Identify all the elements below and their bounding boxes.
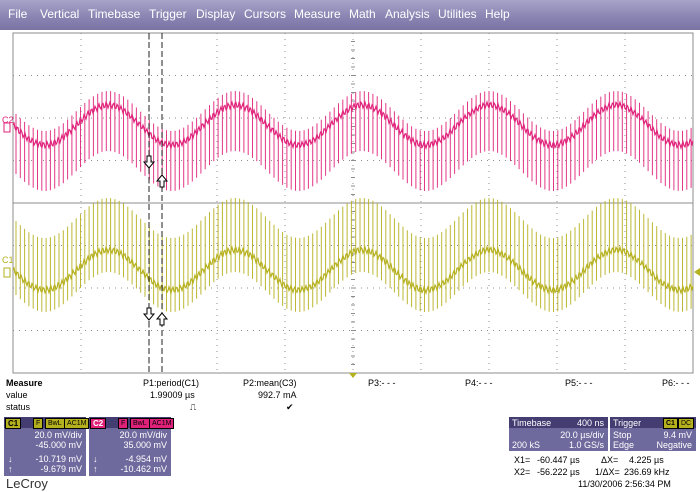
menu-help[interactable]: Help bbox=[485, 7, 510, 21]
c2-tag-f: F bbox=[118, 418, 129, 429]
waveform-display[interactable]: C2 C1 bbox=[0, 30, 700, 378]
c2-cursor-up-icon: ↑ bbox=[93, 464, 98, 474]
trigger-time-marker-icon bbox=[349, 373, 357, 378]
trigger-coupling-tag: DC bbox=[678, 418, 695, 429]
cursor-x1-c1-arrow-icon bbox=[142, 307, 156, 321]
timebase-delay: 400 ns bbox=[576, 418, 604, 428]
cursor-inverse-dx-label: 1/ΔX= bbox=[595, 467, 620, 477]
cursor-dx-label: ΔX= bbox=[601, 455, 619, 465]
menu-utilities[interactable]: Utilities bbox=[438, 7, 477, 21]
c2-trace bbox=[12, 99, 694, 151]
cursor-inverse-dx-value: 236.69 kHz bbox=[624, 467, 670, 477]
param-p2-value: 992.7 mA bbox=[258, 390, 297, 400]
menu-timebase[interactable]: Timebase bbox=[88, 7, 141, 21]
menu-trigger[interactable]: Trigger bbox=[149, 7, 187, 21]
param-p3-name[interactable]: P3:- - - bbox=[368, 378, 396, 388]
menu-cursors[interactable]: Cursors bbox=[244, 7, 287, 21]
c1-cursor-down-value: -10.719 mV bbox=[35, 454, 82, 464]
param-p1-value: 1.99009 µs bbox=[150, 390, 195, 400]
trigger-source-tag: C1 bbox=[663, 418, 678, 429]
measure-row-value: value bbox=[6, 390, 28, 400]
c1-ground-marker-icon bbox=[3, 267, 11, 278]
timebase-title: Timebase bbox=[512, 418, 552, 428]
c2-cursor-down-icon: ↓ bbox=[93, 454, 98, 464]
c1-cursor-up-value: -9.679 mV bbox=[40, 464, 82, 474]
c2-volts-per-div: 20.0 mV/div bbox=[119, 430, 167, 440]
c2-trace-label: C2 bbox=[2, 115, 14, 125]
menu-vertical[interactable]: Vertical bbox=[40, 7, 80, 21]
c2-tag-coupling: AC1M bbox=[149, 418, 175, 429]
waveform-canvas[interactable] bbox=[0, 30, 700, 378]
menu-measure[interactable]: Measure bbox=[294, 7, 341, 21]
measure-title: Measure bbox=[6, 378, 43, 388]
c2-tag-bwl: BwL bbox=[130, 418, 150, 429]
param-p4-name[interactable]: P4:- - - bbox=[465, 378, 493, 388]
cursor-x2-c2-arrow-icon bbox=[155, 174, 169, 188]
param-p2-status: ✔ bbox=[286, 402, 294, 412]
menu-analysis[interactable]: Analysis bbox=[385, 7, 430, 21]
c1-descriptor[interactable]: C1 F BwL AC1M 20.0 mV/div -45.000 mV ↓ -… bbox=[4, 417, 90, 476]
date-time: 11/30/2006 2:56:34 PM bbox=[578, 479, 671, 489]
timebase-descriptor-header bbox=[509, 417, 608, 428]
trigger-title: Trigger bbox=[613, 418, 642, 428]
c2-descriptor[interactable]: C2 F BwL AC1M 20.0 mV/div 35.000 mV ↓ -4… bbox=[89, 417, 175, 476]
trigger-level-marker-icon bbox=[694, 268, 700, 276]
c1-spikes bbox=[15, 198, 692, 312]
cursor-x1-value: -60.447 µs bbox=[537, 455, 580, 465]
c2-ground-marker-icon bbox=[3, 122, 11, 133]
cursor-x2-c1-arrow-icon bbox=[155, 312, 169, 326]
brand-logo: LeCroy bbox=[6, 476, 48, 491]
menu-bar: File Vertical Timebase Trigger Display C… bbox=[0, 0, 700, 30]
measure-table[interactable]: Measure value status P1:period(C1) 1.990… bbox=[0, 378, 700, 414]
trigger-mode: Stop bbox=[613, 430, 632, 440]
c1-tag-f: F bbox=[33, 418, 44, 429]
measure-row-status: status bbox=[6, 402, 31, 412]
c2-offset: 35.000 mV bbox=[123, 440, 167, 450]
param-p5-name[interactable]: P5:- - - bbox=[565, 378, 593, 388]
cursor-dx-value: 4.225 µs bbox=[629, 455, 664, 465]
c2-channel-tag: C2 bbox=[90, 418, 107, 429]
c2-spikes bbox=[15, 91, 692, 191]
c1-cursor-up-icon: ↑ bbox=[8, 464, 13, 474]
c1-volts-per-div: 20.0 mV/div bbox=[34, 430, 82, 440]
trigger-slope: Negative bbox=[656, 440, 692, 450]
menu-display[interactable]: Display bbox=[196, 7, 236, 21]
param-p6-name[interactable]: P6:- - - bbox=[662, 378, 690, 388]
c1-offset: -45.000 mV bbox=[35, 440, 82, 450]
c1-channel-tag: C1 bbox=[5, 418, 22, 429]
trigger-descriptor-header bbox=[610, 417, 696, 428]
c2-cursor-down-value: -4.954 mV bbox=[125, 454, 167, 464]
timebase-descriptor[interactable]: Timebase 400 ns 20.0 µs/div 200 kS 1.0 G… bbox=[509, 417, 608, 451]
c1-tag-bwl: BwL bbox=[45, 418, 65, 429]
menu-math[interactable]: Math bbox=[349, 7, 376, 21]
c1-cursor-down-icon: ↓ bbox=[8, 454, 13, 464]
c2-cursor-up-value: -10.462 mV bbox=[120, 464, 167, 474]
c1-tag-coupling: AC1M bbox=[64, 418, 90, 429]
trigger-descriptor[interactable]: Trigger C1 DC Stop 9.4 mV Edge Negative bbox=[610, 417, 696, 451]
c1-trace bbox=[12, 244, 694, 296]
param-p1-status: ⎍ bbox=[190, 402, 197, 412]
param-p2-name[interactable]: P2:mean(C3) bbox=[243, 378, 297, 388]
cursor-x2-label: X2= bbox=[514, 467, 531, 477]
menu-file[interactable]: File bbox=[8, 7, 28, 21]
timebase-samples: 200 kS bbox=[512, 440, 541, 450]
timebase-time-per-div: 20.0 µs/div bbox=[560, 430, 604, 440]
param-p1-name[interactable]: P1:period(C1) bbox=[143, 378, 200, 388]
cursor-x2-value: -56.222 µs bbox=[537, 467, 580, 477]
cursor-x1-label: X1= bbox=[514, 455, 531, 465]
trigger-type: Edge bbox=[613, 440, 635, 450]
cursor-x1-c2-arrow-icon bbox=[142, 155, 156, 169]
c1-trace-label: C1 bbox=[2, 255, 14, 265]
trigger-level: 9.4 mV bbox=[663, 430, 692, 440]
timebase-sample-rate: 1.0 GS/s bbox=[568, 440, 604, 450]
